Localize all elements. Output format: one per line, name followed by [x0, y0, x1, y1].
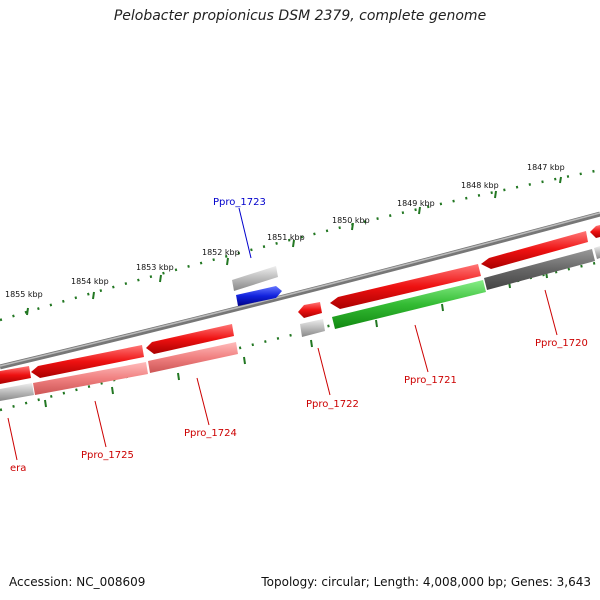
- gene-block-ppro-1723-gray[interactable]: [232, 266, 278, 291]
- accession-text: Accession: NC_008609: [9, 575, 146, 589]
- gene-label-ppro-1723[interactable]: Ppro_1723: [213, 197, 266, 208]
- gene-block-era-gray[interactable]: [0, 383, 34, 401]
- gene-block-edge-red[interactable]: [590, 225, 600, 238]
- gene-block-ppro-1724-red[interactable]: [146, 324, 234, 354]
- gene-label-ppro-1720[interactable]: Ppro_1720: [535, 338, 588, 349]
- tick-label-1855: 1855 kbp: [5, 290, 43, 299]
- leader-ppro-1725: [94, 400, 107, 448]
- genome-summary-text: Topology: circular; Length: 4,008,000 bp…: [261, 575, 591, 589]
- gene-label-ppro-1721[interactable]: Ppro_1721: [404, 375, 457, 386]
- gene-block-ppro-1722[interactable]: [298, 302, 322, 318]
- tick-label-1848: 1848 kbp: [461, 181, 499, 190]
- gene-label-ppro-1722[interactable]: Ppro_1722: [306, 399, 359, 410]
- genome-backbone: [0, 211, 600, 370]
- tick-label-1853: 1853 kbp: [136, 263, 174, 272]
- gene-label-ppro-1724[interactable]: Ppro_1724: [184, 428, 237, 439]
- gene-block-era-red[interactable]: [0, 366, 31, 384]
- gene-block-ppro-1720-dark[interactable]: [484, 249, 595, 290]
- gene-block-ppro-1721-green[interactable]: [332, 280, 486, 329]
- gene-label-ppro-1725[interactable]: Ppro_1725: [81, 450, 134, 461]
- gene-label-era[interactable]: era: [10, 463, 26, 474]
- tick-label-1847: 1847 kbp: [527, 163, 565, 172]
- leader-ppro-1724: [196, 377, 210, 426]
- gene-block-ppro-1723-blue[interactable]: [236, 286, 282, 306]
- leader-ppro-1722: [317, 347, 331, 396]
- gene-block-ppro-1722-gray[interactable]: [300, 319, 325, 337]
- gene-block-ppro-1720-red[interactable]: [481, 231, 588, 269]
- leader-ppro-1721: [414, 324, 429, 373]
- leader-ppro-1723: [238, 207, 252, 259]
- tick-label-1854: 1854 kbp: [71, 277, 109, 286]
- gene-block-ppro-1721-red[interactable]: [330, 264, 481, 309]
- tick-label-1849: 1849 kbp: [397, 199, 435, 208]
- tick-label-1850: 1850 kbp: [332, 216, 370, 225]
- upper-tick-ruler: [0, 168, 600, 322]
- tick-label-1852: 1852 kbp: [202, 248, 240, 257]
- lower-tick-ruler: [0, 260, 600, 412]
- gene-block-ppro-1724-pink[interactable]: [148, 342, 238, 373]
- gene-block-ppro-1725-red[interactable]: [31, 345, 144, 378]
- leader-ppro-1720: [544, 289, 558, 336]
- gene-block-edge-gray[interactable]: [594, 246, 600, 259]
- map-title: Pelobacter propionicus DSM 2379, complet…: [113, 8, 487, 24]
- tick-label-1851: 1851 kbp: [267, 233, 305, 242]
- gene-block-ppro-1725-pink[interactable]: [33, 362, 148, 395]
- leader-era: [7, 417, 18, 461]
